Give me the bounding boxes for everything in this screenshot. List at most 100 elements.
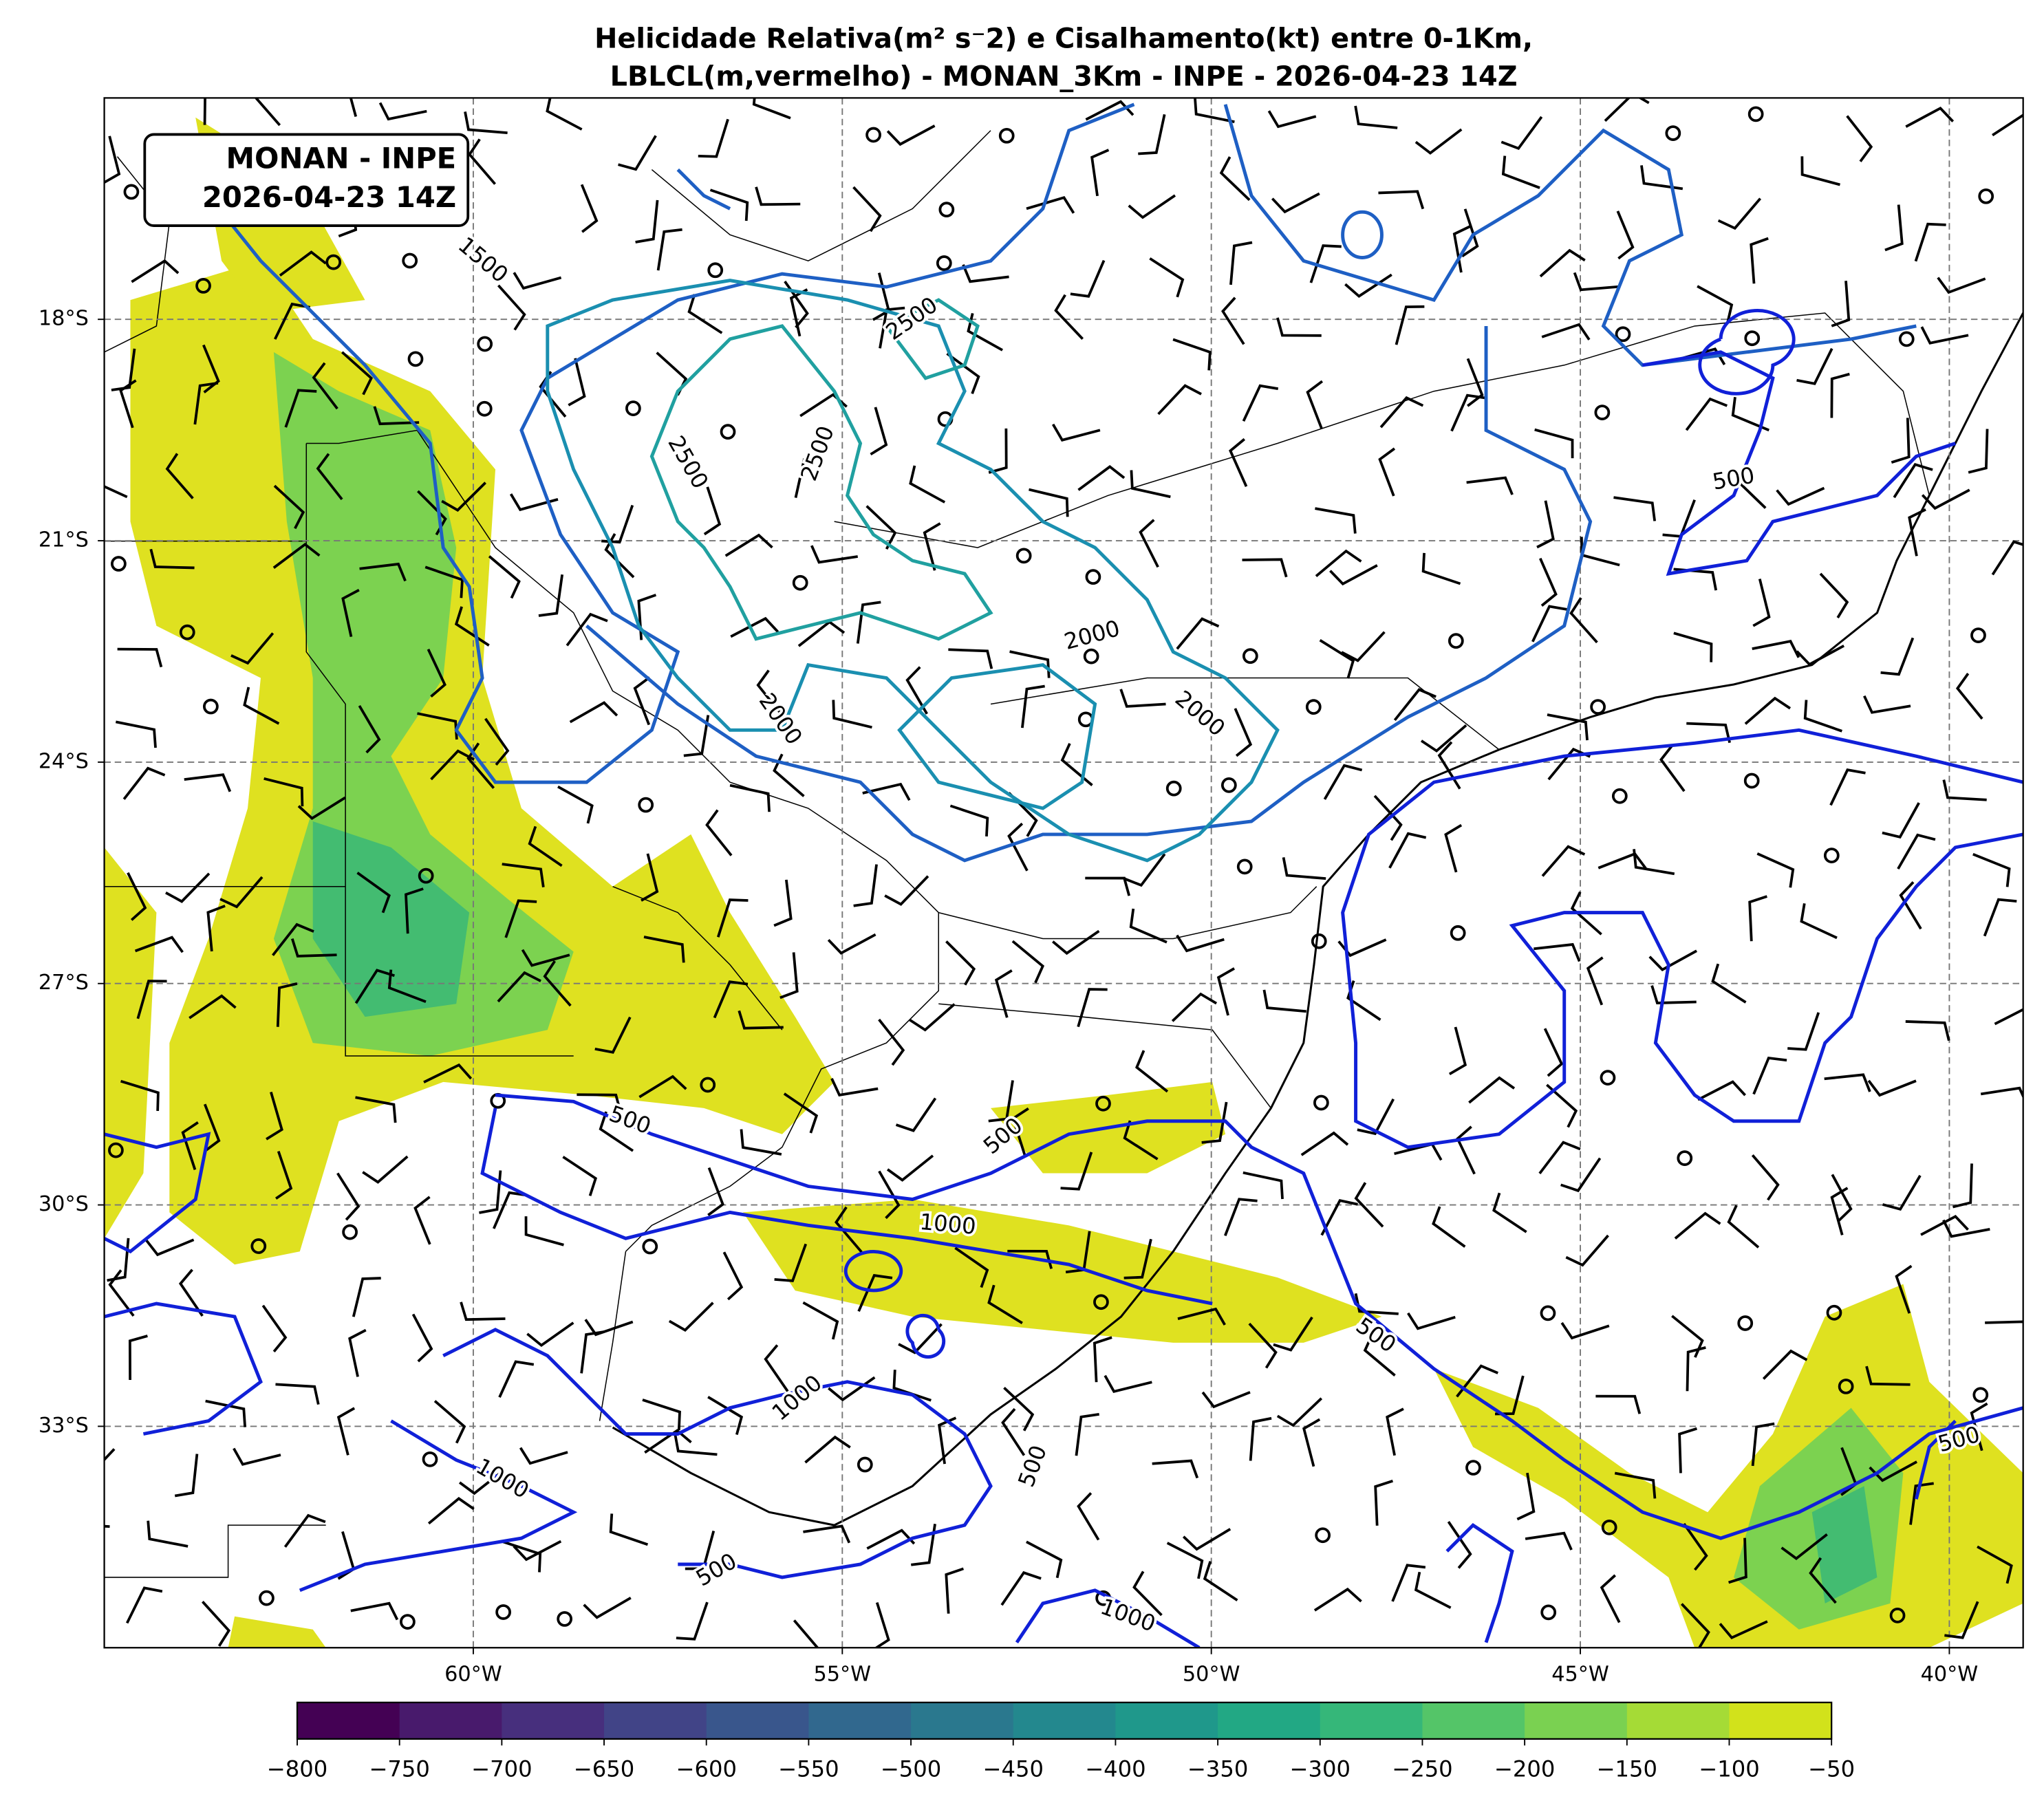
wind-barb	[273, 484, 305, 530]
wind-barb	[1752, 579, 1771, 627]
wind-barb	[1216, 967, 1236, 1016]
wind-barb	[886, 1154, 934, 1182]
wind-barb	[938, 1416, 957, 1465]
wind-barb	[987, 1284, 1023, 1324]
wind-barb	[1075, 1412, 1099, 1456]
wind-barb	[1781, 1533, 1828, 1560]
wind-barb	[115, 720, 157, 748]
wind-barb	[1538, 1141, 1581, 1175]
wind-barb	[1546, 1083, 1578, 1128]
wind-barb	[594, 1016, 632, 1054]
wind-barb	[1273, 1316, 1313, 1352]
wind-barb	[1525, 1531, 1573, 1551]
wind-barb	[1683, 1522, 1708, 1571]
wind-barb	[466, 742, 495, 789]
wind-barb	[1123, 853, 1166, 887]
lon-tick-label: 60°W	[444, 1663, 502, 1687]
wind-barb	[352, 1277, 381, 1317]
wind-barb	[1201, 1101, 1228, 1144]
wind-barb	[705, 809, 733, 856]
wind-barb	[1026, 1540, 1063, 1579]
wind-barb	[1697, 1080, 1746, 1101]
wind-barb	[1172, 338, 1212, 371]
wind-barb	[1152, 1459, 1199, 1479]
wind-barb	[1937, 277, 1986, 294]
wind-barb	[1819, 572, 1849, 619]
wind-barb	[1104, 1374, 1152, 1393]
wind-barb	[1420, 724, 1467, 753]
wind-barb	[1565, 1234, 1609, 1267]
wind-barb	[1319, 638, 1355, 679]
wind-barb	[967, 313, 1003, 352]
wind-barb	[1001, 1407, 1026, 1456]
wind-barb	[1373, 795, 1403, 841]
colorbar-tick-label: −300	[1290, 1756, 1351, 1782]
wind-barb	[341, 351, 374, 396]
wind-barb	[1719, 1620, 1768, 1639]
wind-barb	[205, 1399, 247, 1427]
wind-barb	[1329, 564, 1378, 586]
calm-wind	[1826, 1304, 1842, 1321]
lat-tick-label: 33°S	[39, 1414, 89, 1438]
colorbar-tick-label: −100	[1699, 1756, 1759, 1782]
wind-barb	[557, 785, 594, 824]
wind-barb	[1697, 285, 1734, 323]
wind-barb	[1991, 540, 2023, 576]
wind-barb	[193, 382, 219, 425]
wind-barb	[117, 647, 163, 668]
calm-wind	[422, 1451, 438, 1467]
wind-barb	[316, 453, 343, 501]
colorbar-segment	[1525, 1702, 1628, 1739]
calm-wind	[1823, 847, 1840, 863]
wind-barb	[348, 1328, 367, 1377]
wind-barb	[202, 344, 220, 393]
calm-wind	[202, 698, 219, 715]
wind-barb	[779, 952, 799, 1000]
wind-barb	[1021, 684, 1045, 728]
wind-barb	[1448, 1026, 1467, 1075]
wind-barb	[830, 1078, 879, 1097]
wind-barb	[122, 766, 166, 800]
wind-barb	[566, 612, 608, 647]
wind-barb	[341, 589, 360, 638]
wind-barb	[1751, 1422, 1775, 1467]
wind-barb	[181, 1121, 199, 1170]
wind-barb	[417, 712, 458, 740]
wind-barb	[1421, 552, 1461, 585]
wind-barb	[1752, 1056, 1787, 1095]
wind-barb	[111, 348, 136, 391]
wind-barb	[1029, 488, 1069, 517]
wind-barb	[1123, 1120, 1159, 1160]
wind-barb	[1090, 149, 1110, 197]
wind-barb	[203, 98, 206, 125]
wind-barb	[1138, 114, 1166, 155]
calm-wind	[1590, 699, 1606, 715]
wind-barb	[125, 1586, 163, 1624]
wind-barb	[1865, 1365, 1911, 1386]
wind-barb	[1573, 272, 1620, 292]
wind-barb	[1586, 956, 1604, 1006]
wind-barb	[1985, 1320, 2023, 1324]
colorbar-segment	[1422, 1702, 1526, 1739]
wind-barb	[1052, 929, 1100, 956]
wind-barb	[275, 1383, 320, 1405]
wind-barb	[1093, 1336, 1112, 1383]
calm-wind	[1600, 1070, 1616, 1086]
wind-barb	[878, 1018, 905, 1066]
wind-barb	[1357, 1098, 1395, 1136]
wind-barb	[580, 1330, 605, 1374]
wind-barb	[642, 1399, 681, 1431]
wind-barb	[1640, 165, 1683, 191]
wind-barb	[1604, 98, 1650, 122]
wind-barb	[1744, 696, 1792, 725]
wind-barb	[1395, 305, 1425, 345]
colorbar-tick-label: −750	[369, 1756, 429, 1782]
colorbar-tick-label: −150	[1597, 1756, 1657, 1782]
colorbar-tick-label: −400	[1085, 1756, 1145, 1782]
wind-barb	[783, 1092, 819, 1134]
wind-barb	[136, 980, 167, 1019]
wind-barb	[1541, 323, 1591, 341]
wind-barb	[827, 933, 876, 955]
